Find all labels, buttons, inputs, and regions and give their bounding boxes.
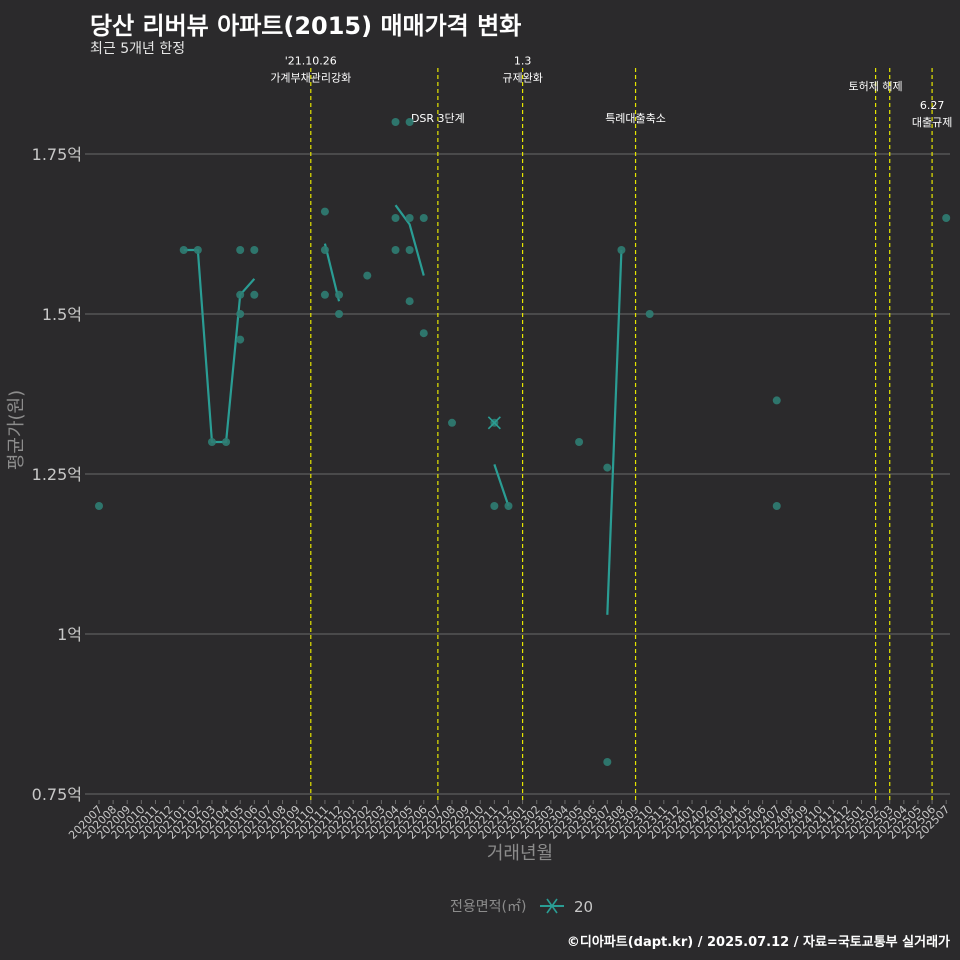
legend: 전용면적(㎡) 20 [450,898,593,916]
data-point [250,290,259,299]
series-line-segment [394,204,425,276]
y-tick-label: 0.75억 [32,785,82,804]
data-point [320,246,329,254]
event-label: '21.10.26 [285,54,337,67]
legend-label: 20 [574,898,593,916]
data-point [617,246,626,254]
data-point [942,214,951,222]
legend-key-marker [546,898,558,914]
event-label: 특례대출축소 [605,112,666,125]
data-point [391,214,400,222]
series-line-segment [606,249,623,615]
data-marker-x [487,416,501,430]
data-point [207,438,216,446]
event-label: 1.3 [514,54,532,67]
data-point [363,271,372,280]
chart-subtitle: 최근 5개년 한정 [90,41,186,57]
y-tick-label: 1억 [57,625,82,644]
data-point [250,246,259,254]
data-point [405,246,414,254]
data-point [405,214,414,222]
data-marker-stroke [487,416,501,430]
x-axis-title: 거래년월 [487,843,553,864]
y-tick-label: 1.5억 [42,305,82,324]
y-tick-label: 1.75억 [32,145,82,164]
data-point [391,118,400,126]
data-point [575,438,584,446]
data-point [236,335,245,344]
data-point [179,246,188,254]
data-point [772,396,781,405]
series-line-segment [493,464,510,507]
event-label: 가계부채관리강화 [270,71,351,84]
event-label: 규제완화 [502,71,542,84]
event-label: 6.27 [920,99,945,112]
event-label: 대출규제 [912,116,952,129]
data-point [222,438,231,446]
data-point [335,310,344,318]
data-point [603,463,612,472]
event-label: 토허제 해제 [849,79,903,93]
data-point [419,329,428,338]
y-tick-label: 1.25억 [32,465,82,484]
data-point [504,502,513,510]
chart-title: 당산 리버뷰 아파트(2015) 매매가격 변화 [90,12,522,40]
data-point [320,207,329,216]
data-point [193,246,202,254]
source-caption: ©디아파트(dapt.kr) / 2025.07.12 / 자료=국토교통부 실… [566,935,950,950]
data-point [448,418,456,427]
data-point [490,502,499,510]
data-point [419,214,428,222]
data-point [335,290,344,299]
series-line [183,248,256,444]
data-point [391,246,400,254]
data-point [645,310,654,318]
event-label: DSR 3단계 [411,112,465,125]
data-point [772,502,781,510]
data-point [236,246,245,254]
y-axis-title: 평균가(원) [6,390,27,470]
data-point [405,118,414,126]
legend-title: 전용면적(㎡) [450,899,526,915]
data-point [236,290,245,299]
data-point [603,758,612,766]
data-point [405,297,414,306]
data-point [95,502,103,510]
data-point [236,310,245,318]
data-point [320,290,329,299]
